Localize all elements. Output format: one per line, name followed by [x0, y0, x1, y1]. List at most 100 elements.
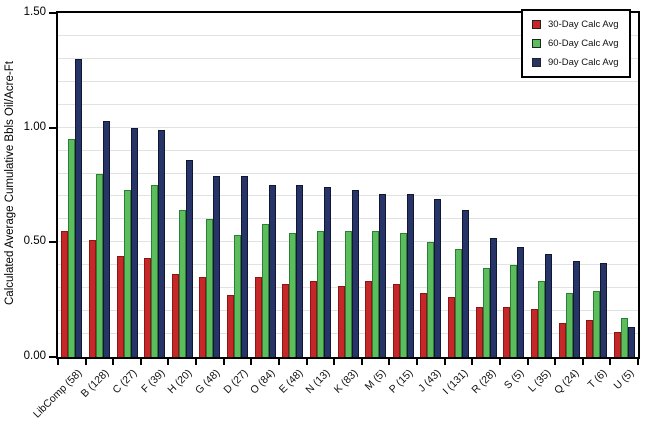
bar-60-day-calc-avg	[593, 290, 601, 357]
bar-group	[141, 13, 169, 357]
gridline	[58, 172, 638, 174]
bar-30-day-calc-avg	[586, 320, 594, 357]
bar-30-day-calc-avg	[448, 297, 456, 357]
bar-90-day-calc-avg	[434, 198, 442, 357]
x-axis-tick	[637, 359, 639, 365]
legend-label: 90-Day Calc Avg	[548, 57, 619, 68]
legend-swatch-icon	[532, 39, 541, 48]
y-axis-title: Calculated Average Cumulative Bbls Oil/A…	[4, 61, 16, 305]
x-axis-tick	[167, 359, 170, 365]
bar-group	[472, 13, 500, 357]
bar-90-day-calc-avg	[130, 127, 138, 357]
bar-30-day-calc-avg	[475, 306, 483, 357]
legend-label: 30-Day Calc Avg	[548, 19, 619, 30]
bar-60-day-calc-avg	[178, 210, 186, 357]
bar-90-day-calc-avg	[351, 189, 359, 357]
bar-group	[445, 13, 473, 357]
bar-90-day-calc-avg	[572, 260, 580, 357]
gridline	[58, 218, 638, 220]
bar-group	[555, 13, 583, 357]
bar-90-day-calc-avg	[158, 129, 166, 357]
bar-60-day-calc-avg	[316, 230, 324, 357]
bar-group	[279, 13, 307, 357]
bar-group	[307, 13, 335, 357]
bar-30-day-calc-avg	[392, 283, 400, 357]
bar-90-day-calc-avg	[213, 175, 221, 357]
bar-90-day-calc-avg	[462, 210, 470, 357]
bar-90-day-calc-avg	[241, 175, 249, 357]
bar-60-day-calc-avg	[261, 224, 269, 357]
bar-30-day-calc-avg	[613, 331, 621, 357]
y-axis-tick	[49, 241, 56, 244]
x-axis-tick	[112, 359, 115, 365]
bar-90-day-calc-avg	[489, 237, 497, 357]
x-axis-tick	[222, 359, 225, 365]
x-axis-tick	[360, 359, 363, 365]
bar-30-day-calc-avg	[337, 285, 345, 357]
bar-60-day-calc-avg	[620, 318, 628, 357]
x-axis-tick	[139, 359, 142, 365]
bar-60-day-calc-avg	[455, 249, 463, 357]
x-axis-tick	[471, 359, 474, 365]
x-axis-tick	[388, 359, 391, 365]
bar-60-day-calc-avg	[537, 281, 545, 357]
bar-60-day-calc-avg	[234, 235, 242, 357]
bar-90-day-calc-avg	[544, 253, 552, 357]
bar-90-day-calc-avg	[627, 327, 635, 357]
bar-60-day-calc-avg	[427, 242, 435, 357]
x-axis-tick	[443, 359, 446, 365]
legend-item: 60-Day Calc Avg	[532, 38, 619, 49]
x-axis-tick	[526, 359, 529, 365]
bar-30-day-calc-avg	[309, 281, 317, 357]
bar-group	[196, 13, 224, 357]
bar-90-day-calc-avg	[268, 185, 276, 357]
x-axis-tick	[554, 359, 557, 365]
x-axis-tick	[333, 359, 336, 365]
bar-group	[390, 13, 418, 357]
bar-60-day-calc-avg	[151, 185, 159, 357]
bar-30-day-calc-avg	[144, 258, 152, 357]
bars-layer	[58, 13, 638, 357]
y-axis-tick	[49, 126, 56, 129]
bar-30-day-calc-avg	[116, 256, 124, 357]
bar-30-day-calc-avg	[254, 276, 262, 357]
bar-group	[528, 13, 556, 357]
bar-30-day-calc-avg	[558, 322, 566, 357]
gridline	[58, 80, 638, 82]
bar-30-day-calc-avg	[365, 281, 373, 357]
y-tick-label: 0.50	[23, 235, 46, 248]
bar-90-day-calc-avg	[323, 187, 331, 357]
bar-90-day-calc-avg	[379, 194, 387, 357]
y-tick-label: 0.00	[23, 350, 46, 362]
bar-group	[500, 13, 528, 357]
legend-item: 30-Day Calc Avg	[532, 19, 619, 30]
bar-group	[334, 13, 362, 357]
bar-60-day-calc-avg	[344, 230, 352, 357]
gridline	[58, 149, 638, 151]
gridline	[58, 195, 638, 197]
bar-group	[611, 13, 639, 357]
bar-group	[169, 13, 197, 357]
bar-60-day-calc-avg	[565, 292, 573, 357]
bar-90-day-calc-avg	[517, 246, 525, 357]
gridline	[58, 57, 638, 59]
bar-60-day-calc-avg	[510, 265, 518, 357]
x-axis-tick	[581, 359, 584, 365]
bar-30-day-calc-avg	[171, 274, 179, 357]
bar-30-day-calc-avg	[420, 292, 428, 357]
gridline	[58, 34, 638, 36]
bar-60-day-calc-avg	[372, 230, 380, 357]
legend-swatch-icon	[532, 20, 541, 29]
gridline	[58, 126, 638, 128]
bar-60-day-calc-avg	[482, 267, 490, 357]
y-tick-label: 1.50	[23, 6, 46, 18]
legend-label: 60-Day Calc Avg	[548, 38, 619, 49]
bar-90-day-calc-avg	[296, 185, 304, 357]
bar-90-day-calc-avg	[75, 58, 83, 357]
y-axis-tick	[49, 12, 56, 14]
x-axis-tick	[305, 359, 308, 365]
legend-swatch-icon	[532, 58, 541, 67]
x-axis-tick	[498, 359, 501, 365]
x-axis-tick	[195, 359, 198, 365]
